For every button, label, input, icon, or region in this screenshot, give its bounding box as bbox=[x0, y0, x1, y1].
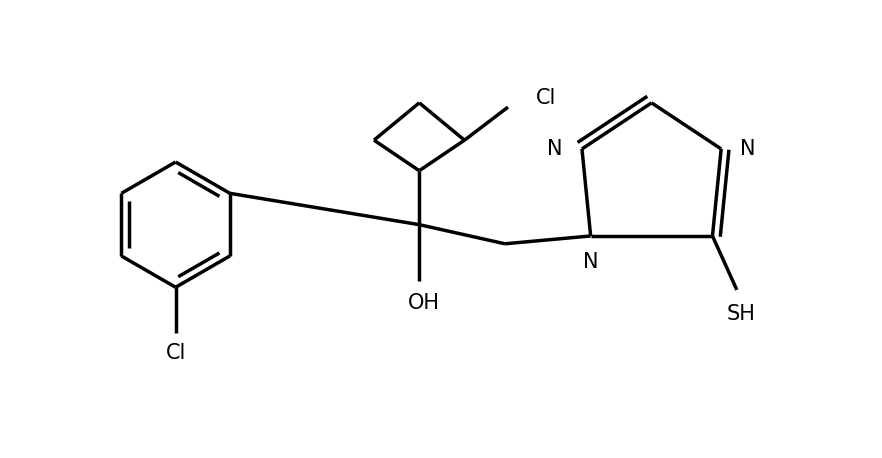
Text: N: N bbox=[583, 251, 598, 272]
Text: N: N bbox=[548, 139, 563, 159]
Text: Cl: Cl bbox=[536, 88, 557, 109]
Text: OH: OH bbox=[407, 293, 439, 313]
Text: Cl: Cl bbox=[166, 343, 186, 363]
Text: N: N bbox=[740, 139, 756, 159]
Text: SH: SH bbox=[727, 304, 756, 324]
